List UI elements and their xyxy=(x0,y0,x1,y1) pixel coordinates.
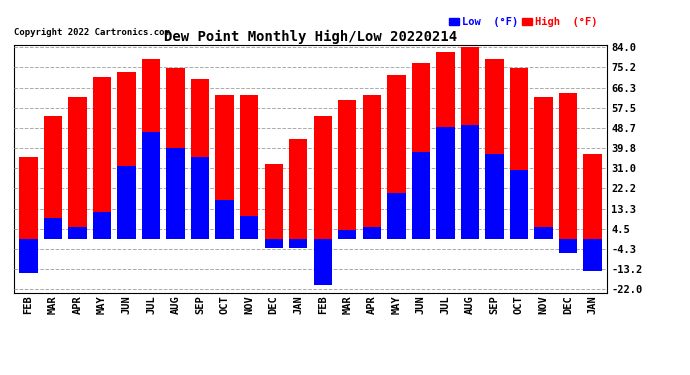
Bar xyxy=(191,157,209,239)
Bar xyxy=(559,93,577,239)
Bar xyxy=(583,239,602,271)
Bar xyxy=(461,47,479,239)
Bar xyxy=(264,164,283,239)
Bar xyxy=(313,239,332,285)
Bar xyxy=(142,58,160,239)
Bar xyxy=(44,218,62,239)
Bar xyxy=(412,152,430,239)
Bar xyxy=(583,154,602,239)
Bar xyxy=(264,239,283,248)
Bar xyxy=(363,95,381,239)
Bar xyxy=(68,228,87,239)
Bar xyxy=(240,95,258,239)
Bar xyxy=(436,52,455,239)
Bar xyxy=(215,200,234,239)
Bar xyxy=(559,239,577,253)
Bar xyxy=(93,77,111,239)
Bar xyxy=(510,171,528,239)
Bar xyxy=(166,68,185,239)
Bar xyxy=(142,132,160,239)
Bar xyxy=(485,154,504,239)
Bar xyxy=(289,138,308,239)
Bar xyxy=(485,58,504,239)
Bar xyxy=(387,193,406,239)
Title: Dew Point Monthly High/Low 20220214: Dew Point Monthly High/Low 20220214 xyxy=(164,30,457,44)
Bar xyxy=(68,98,87,239)
Text: Copyright 2022 Cartronics.com: Copyright 2022 Cartronics.com xyxy=(14,28,170,37)
Bar xyxy=(313,116,332,239)
Legend: Low  (°F), High  (°F): Low (°F), High (°F) xyxy=(444,13,602,32)
Bar xyxy=(117,166,136,239)
Bar xyxy=(534,228,553,239)
Bar xyxy=(240,216,258,239)
Bar xyxy=(338,100,357,239)
Bar xyxy=(215,95,234,239)
Bar xyxy=(510,68,528,239)
Bar xyxy=(387,75,406,239)
Bar xyxy=(338,230,357,239)
Bar xyxy=(19,157,38,239)
Bar xyxy=(166,148,185,239)
Bar xyxy=(93,211,111,239)
Bar xyxy=(363,228,381,239)
Bar xyxy=(117,72,136,239)
Bar xyxy=(44,116,62,239)
Bar xyxy=(412,63,430,239)
Bar xyxy=(289,239,308,248)
Bar xyxy=(436,127,455,239)
Bar xyxy=(19,239,38,273)
Bar xyxy=(191,79,209,239)
Bar xyxy=(534,98,553,239)
Bar xyxy=(461,125,479,239)
